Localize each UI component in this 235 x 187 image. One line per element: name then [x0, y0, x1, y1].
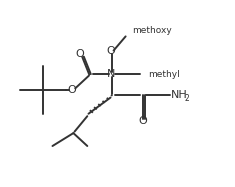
Text: N: N: [107, 69, 115, 79]
Text: methoxy: methoxy: [133, 26, 172, 35]
Text: O: O: [139, 116, 147, 126]
Text: methyl: methyl: [148, 70, 180, 79]
Text: O: O: [107, 47, 115, 56]
Text: 2: 2: [184, 94, 189, 103]
Text: O: O: [75, 49, 84, 59]
Text: NH: NH: [171, 90, 188, 100]
Text: O: O: [68, 85, 77, 95]
